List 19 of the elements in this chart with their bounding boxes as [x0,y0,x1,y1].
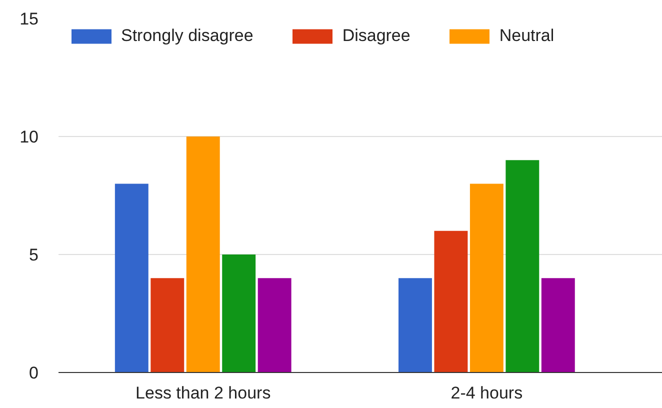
bar [258,278,292,372]
y-tick-label: 5 [29,246,39,264]
x-tick-label: 2-4 hours [450,384,523,402]
bar [434,230,468,372]
legend-label: Strongly disagree [121,26,254,46]
bar [506,160,540,372]
y-tick-label: 10 [20,128,39,146]
bar [114,184,148,372]
bar [541,278,575,372]
bar [150,278,184,372]
bar [222,254,256,372]
y-tick-label: 15 [20,10,39,28]
legend-label: Disagree [342,26,410,46]
bar [186,136,220,372]
bar [398,278,432,372]
legend-label: Neutral [499,26,554,46]
y-tick-label: 0 [29,364,39,382]
x-tick-label: Less than 2 hours [136,384,271,402]
bar [470,184,504,372]
